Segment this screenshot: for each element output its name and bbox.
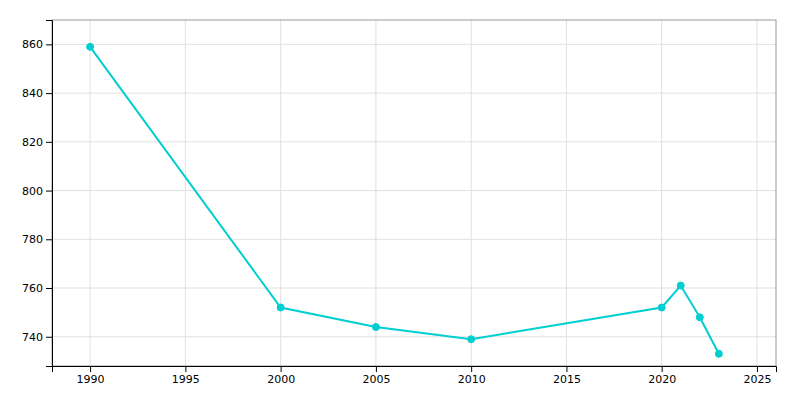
grid-line-x [375,20,376,366]
grid-line-y [52,93,776,94]
chart: 1990 1995 2000 2005 2010 2015 2020 2025 740 760 78… [0,0,800,400]
x-tick-label: 1995 [172,373,200,386]
grid-line-y [52,239,776,240]
grid-line-y [52,44,776,45]
point [696,314,703,321]
grid [52,20,776,366]
grid-line-x [661,20,662,366]
x-tick-mark [376,366,377,372]
x-tick: 2025 [743,366,771,386]
x-tick: 2005 [362,366,390,386]
x-tick-mark [185,366,186,372]
plot-area: 1990 1995 2000 2005 2010 2015 2020 2025 740 760 78… [22,20,777,386]
y-tick: 820 [22,136,52,149]
y-tick: 760 [22,282,52,295]
x-axis-line [53,367,777,373]
x-tick-mark [566,366,567,372]
x-tick: 2020 [648,366,676,386]
line [90,47,719,354]
grid-line-x [756,20,757,366]
y-tick-mark [46,142,52,143]
plot-frame [52,20,776,366]
y-tick-label: 860 [22,38,43,51]
x-tick-label: 2025 [743,373,771,386]
grid-line-x [280,20,281,366]
grid-line-x [471,20,472,366]
x-tick-label: 2020 [648,373,676,386]
point [277,304,284,311]
x-tick-label: 2005 [362,373,390,386]
y-tick: 860 [22,38,52,51]
y-tick-mark [46,337,52,338]
grid-line-y [52,288,776,289]
grid-line-y [52,336,776,337]
x-tick: 2010 [458,366,486,386]
y-tick-label: 740 [22,331,43,344]
y-tick-label: 820 [22,136,43,149]
y-tick-label: 780 [22,233,43,246]
x-axis: 1990 1995 2000 2005 2010 2015 2020 2025 [53,366,777,386]
grid-line-y [52,190,776,191]
y-tick-label: 760 [22,282,43,295]
x-tick-mark [757,366,758,372]
x-tick-label: 2000 [267,373,295,386]
y-axis: 740 760 780 800 820 840 860 [22,21,53,367]
point [658,304,665,311]
grid-line-x [566,20,567,366]
y-tick: 840 [22,87,52,100]
series [87,43,723,357]
y-tick-mark [46,191,52,192]
x-tick-label: 2015 [553,373,581,386]
point [677,282,684,289]
y-tick-label: 840 [22,87,43,100]
y-tick: 740 [22,331,52,344]
y-tick-mark [46,44,52,45]
y-tick-mark [46,93,52,94]
x-tick: 1990 [77,366,105,386]
y-tick-label: 800 [22,185,43,198]
x-tick: 2015 [553,366,581,386]
point [87,43,94,50]
point [468,336,475,343]
x-tick-mark [471,366,472,372]
y-tick-mark [46,239,52,240]
grid-line-x [90,20,91,366]
grid-line-x [185,20,186,366]
x-tick-mark [90,366,91,372]
point [372,324,379,331]
y-axis-line [46,21,53,367]
y-tick-mark [46,288,52,289]
point [715,350,722,357]
x-tick: 2000 [267,366,295,386]
x-tick-mark [662,366,663,372]
y-tick: 780 [22,233,52,246]
x-tick-label: 1990 [77,373,105,386]
x-tick-mark [281,366,282,372]
y-tick: 800 [22,185,52,198]
x-tick: 1995 [172,366,200,386]
x-tick-label: 2010 [458,373,486,386]
